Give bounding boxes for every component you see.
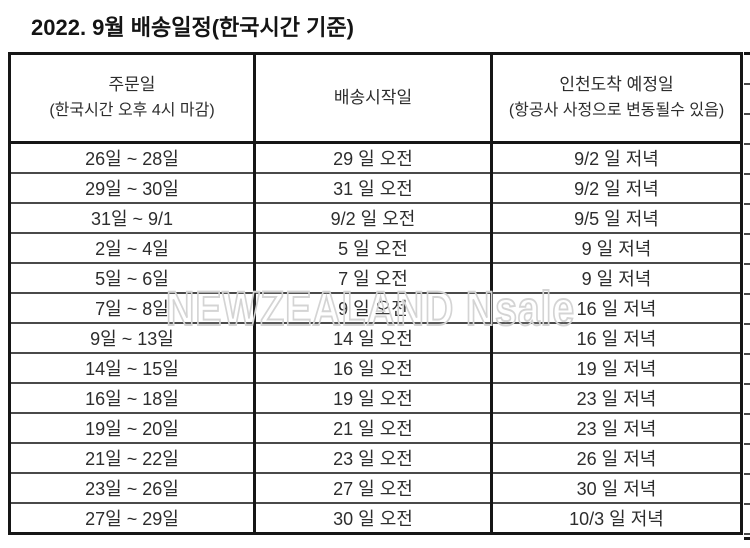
ship-date-cell: 23 일 오전	[253, 442, 493, 473]
ship-date-cell: 29 일 오전	[253, 142, 493, 173]
arrival-date-cell: 9 일 저녁	[490, 262, 743, 293]
table-row: 16일 ~ 18일 19 일 오전 23 일 저녁	[8, 382, 743, 413]
arrival-date-cell: 9 일 저녁	[490, 232, 743, 263]
arrival-date-cell: 30 일 저녁	[490, 472, 743, 503]
arrival-date-cell: 23 일 저녁	[490, 382, 743, 413]
arrival-date-cell: 10/3 일 저녁	[490, 502, 743, 534]
order-date-cell: 16일 ~ 18일	[8, 382, 256, 413]
header-order-date: 주문일 (한국시간 오후 4시 마감)	[8, 53, 256, 144]
order-date-cell: 14일 ~ 15일	[8, 352, 256, 383]
table-row: 14일 ~ 15일 16 일 오전 19 일 저녁	[8, 352, 743, 383]
header-ship-date-title: 배송시작일	[333, 87, 413, 107]
header-arrival-date-title: 인천도착 예정일	[559, 75, 674, 95]
order-date-cell: 2일 ~ 4일	[8, 232, 256, 263]
arrival-date-cell: 23 일 저녁	[490, 412, 743, 443]
page-title: 2022. 9월 배송일정(한국시간 기준)	[31, 15, 354, 40]
order-date-cell: 23일 ~ 26일	[8, 472, 256, 503]
arrival-date-cell: 9/2 일 저녁	[490, 142, 743, 173]
ship-date-cell: 31 일 오전	[253, 172, 493, 203]
table-row: 21일 ~ 22일 23 일 오전 26 일 저녁	[8, 442, 743, 473]
order-date-cell: 31일 ~ 9/1	[8, 202, 256, 233]
table-row: 27일 ~ 29일 30 일 오전 10/3 일 저녁	[8, 502, 743, 534]
table-row: 26일 ~ 28일 29 일 오전 9/2 일 저녁	[8, 142, 743, 173]
table-row: 23일 ~ 26일 27 일 오전 30 일 저녁	[8, 472, 743, 503]
table-row: 31일 ~ 9/1 9/2 일 오전 9/5 일 저녁	[8, 202, 743, 233]
order-date-cell: 9일 ~ 13일	[8, 322, 256, 353]
order-date-cell: 5일 ~ 6일	[8, 262, 256, 293]
header-ship-date: 배송시작일	[253, 53, 493, 144]
order-date-cell: 29일 ~ 30일	[8, 172, 256, 203]
ship-date-cell: 9/2 일 오전	[253, 202, 493, 233]
ship-date-cell: 30 일 오전	[253, 502, 493, 534]
arrival-date-cell: 9/5 일 저녁	[490, 202, 743, 233]
cropped-adjacent-column	[744, 52, 750, 540]
ship-date-cell: 14 일 오전	[253, 322, 493, 353]
table-row: 29일 ~ 30일 31 일 오전 9/2 일 저녁	[8, 172, 743, 203]
table-row: 5일 ~ 6일 7 일 오전 9 일 저녁	[8, 262, 743, 293]
order-date-cell: 26일 ~ 28일	[8, 142, 256, 173]
table-body: 26일 ~ 28일 29 일 오전 9/2 일 저녁 29일 ~ 30일 31 …	[8, 142, 743, 534]
arrival-date-cell: 16 일 저녁	[490, 322, 743, 353]
table-row: 9일 ~ 13일 14 일 오전 16 일 저녁	[8, 322, 743, 353]
header-order-date-title: 주문일	[108, 75, 156, 95]
arrival-date-cell: 16 일 저녁	[490, 292, 743, 323]
ship-date-cell: 7 일 오전	[253, 262, 493, 293]
table-row: 2일 ~ 4일 5 일 오전 9 일 저녁	[8, 232, 743, 263]
ship-date-cell: 21 일 오전	[253, 412, 493, 443]
arrival-date-cell: 19 일 저녁	[490, 352, 743, 383]
shipping-schedule-table: 주문일 (한국시간 오후 4시 마감) 배송시작일 인천도착 예정일 (항공사 …	[8, 52, 743, 535]
order-date-cell: 21일 ~ 22일	[8, 442, 256, 473]
ship-date-cell: 9 일 오전	[253, 292, 493, 323]
header-arrival-date: 인천도착 예정일 (항공사 사정으로 변동될수 있음)	[490, 53, 743, 144]
order-date-cell: 19일 ~ 20일	[8, 412, 256, 443]
table-header: 주문일 (한국시간 오후 4시 마감) 배송시작일 인천도착 예정일 (항공사 …	[8, 53, 743, 144]
order-date-cell: 7일 ~ 8일	[8, 292, 256, 323]
order-date-cell: 27일 ~ 29일	[8, 502, 256, 534]
ship-date-cell: 19 일 오전	[253, 382, 493, 413]
table-row: 7일 ~ 8일 9 일 오전 16 일 저녁	[8, 292, 743, 323]
ship-date-cell: 5 일 오전	[253, 232, 493, 263]
header-arrival-date-subtitle: (항공사 사정으로 변동될수 있음)	[508, 101, 725, 119]
arrival-date-cell: 9/2 일 저녁	[490, 172, 743, 203]
header-order-date-subtitle: (한국시간 오후 4시 마감)	[49, 101, 215, 119]
arrival-date-cell: 26 일 저녁	[490, 442, 743, 473]
table-row: 19일 ~ 20일 21 일 오전 23 일 저녁	[8, 412, 743, 443]
ship-date-cell: 27 일 오전	[253, 472, 493, 503]
header-row: 주문일 (한국시간 오후 4시 마감) 배송시작일 인천도착 예정일 (항공사 …	[8, 53, 743, 144]
ship-date-cell: 16 일 오전	[253, 352, 493, 383]
